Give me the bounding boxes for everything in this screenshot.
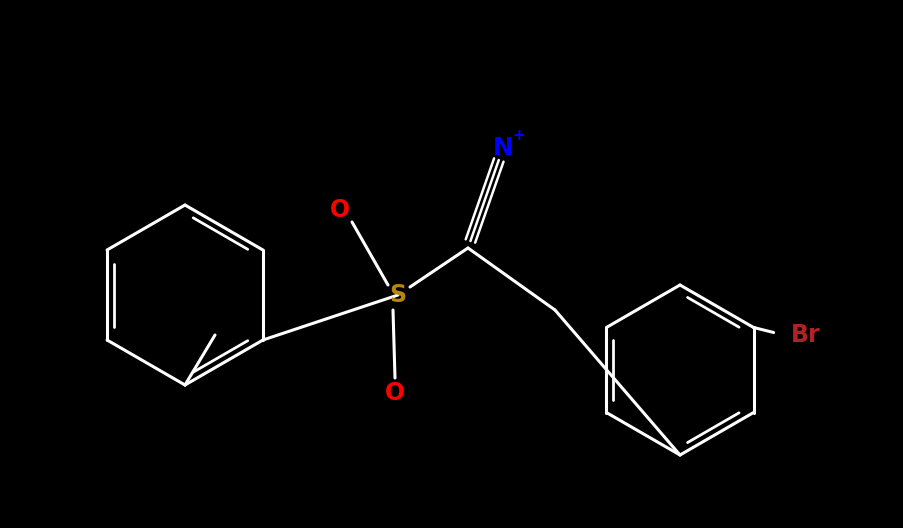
Text: Br: Br [790,324,820,347]
Text: O: O [385,381,405,405]
Text: S: S [389,283,406,307]
Text: +: + [512,128,525,144]
Text: N: N [492,136,513,160]
Text: O: O [330,198,349,222]
